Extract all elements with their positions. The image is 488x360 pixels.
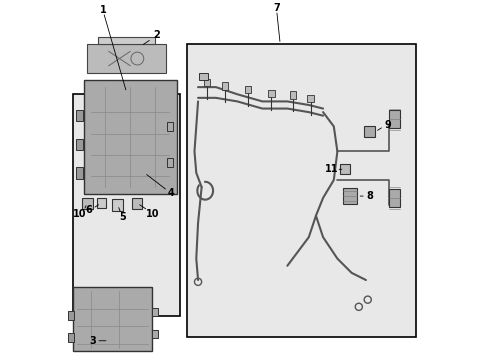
Bar [388, 189, 399, 207]
Bar [97, 198, 106, 208]
Bar [289, 91, 295, 99]
Bar [75, 167, 83, 179]
Bar [339, 164, 349, 174]
Bar [152, 330, 158, 338]
Text: 4: 4 [167, 188, 174, 198]
Polygon shape [87, 44, 165, 73]
Bar [199, 73, 207, 80]
Bar [75, 139, 83, 150]
Text: 10: 10 [73, 209, 86, 219]
Text: 1: 1 [100, 5, 106, 15]
Bar [187, 44, 415, 337]
Text: 6: 6 [85, 205, 92, 215]
Bar [81, 198, 93, 209]
Bar [68, 311, 74, 320]
Bar [166, 158, 173, 167]
Text: 10: 10 [145, 209, 159, 219]
Text: 3: 3 [89, 336, 96, 346]
Bar [166, 122, 173, 131]
Text: 7: 7 [273, 3, 280, 13]
Bar [68, 333, 74, 342]
Text: 8: 8 [366, 191, 373, 201]
Bar [73, 287, 151, 351]
Text: 2: 2 [153, 30, 160, 40]
Bar [132, 198, 142, 208]
Bar [342, 188, 356, 204]
Bar [112, 199, 123, 211]
Bar [203, 79, 210, 86]
Bar [83, 80, 176, 194]
Bar [152, 308, 158, 316]
Bar [307, 95, 313, 102]
Text: 9: 9 [383, 120, 390, 130]
Bar [73, 94, 180, 316]
Bar [364, 126, 374, 137]
Bar [75, 110, 83, 121]
Bar [267, 90, 274, 97]
Bar [388, 111, 399, 128]
Text: 11: 11 [324, 164, 337, 174]
Polygon shape [98, 37, 155, 44]
Text: 5: 5 [119, 212, 125, 222]
Bar [221, 82, 227, 90]
Bar [244, 86, 251, 93]
